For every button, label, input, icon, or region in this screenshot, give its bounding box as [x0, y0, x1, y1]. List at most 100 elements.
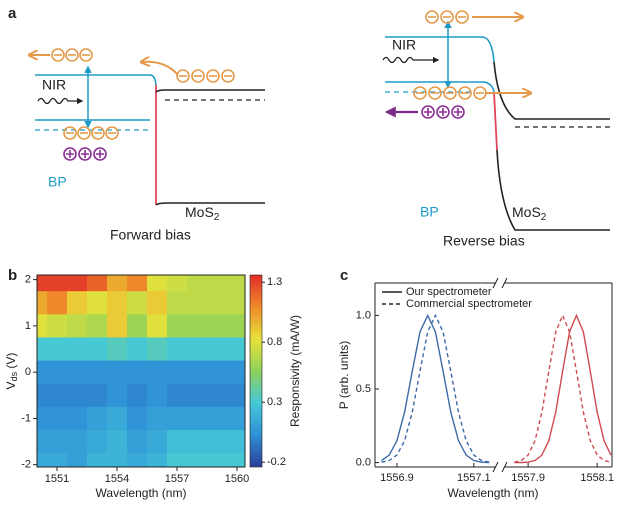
axis-break	[492, 277, 508, 289]
bp-conduction	[35, 74, 157, 86]
heat-cell	[187, 453, 208, 468]
mos2-text: MoS	[185, 204, 214, 220]
charge	[440, 10, 454, 24]
charge	[77, 126, 91, 140]
line-series	[381, 313, 490, 464]
heat-cell	[87, 291, 108, 315]
y-tick-label: 0	[25, 366, 31, 378]
mos2-conduction	[493, 61, 610, 120]
charge	[421, 105, 435, 119]
heat-cell	[37, 453, 48, 468]
heat-cell	[87, 406, 108, 431]
charge-sign	[96, 150, 104, 158]
charge-sign	[66, 150, 74, 158]
heat-cell	[47, 337, 68, 362]
heat-cell	[167, 383, 188, 408]
y-tick-label: 1	[25, 320, 31, 332]
colorbar-tick-label: 1.3	[267, 276, 282, 288]
heat-cell	[207, 337, 228, 362]
heat-cell	[47, 360, 68, 385]
y-tick-label: 2	[25, 274, 31, 286]
charge	[221, 69, 235, 83]
charge	[65, 48, 79, 62]
heat-cell	[127, 337, 148, 362]
heat-cell	[167, 406, 188, 431]
charge	[425, 10, 439, 24]
heat-cell	[167, 314, 188, 338]
heat-cell	[107, 429, 128, 454]
heat-cell	[37, 337, 48, 362]
caption: Reverse bias	[443, 233, 525, 249]
colorbar-tick-label: 0.3	[267, 396, 282, 408]
heat-cell	[147, 453, 168, 468]
x-tick-label: 1556.9	[380, 472, 414, 484]
heat-cell	[127, 406, 148, 431]
heat-cell	[107, 406, 128, 431]
heat-cell	[147, 275, 168, 292]
heat-cell	[47, 314, 68, 338]
charge	[436, 105, 450, 119]
heat-cell	[47, 275, 68, 292]
heat-cell	[147, 337, 168, 362]
heat-cell	[67, 360, 88, 385]
charge	[78, 147, 92, 161]
charge-sign	[439, 108, 447, 116]
heat-cell	[187, 429, 208, 454]
heat-cell	[87, 383, 108, 408]
heat-cell	[167, 337, 188, 362]
charge	[176, 69, 190, 83]
heat-cell	[227, 360, 246, 385]
mos2-valence	[496, 149, 610, 231]
bp-label: BP	[48, 174, 67, 190]
y-axis-label: P (arb. units)	[337, 341, 351, 409]
heat-cell	[47, 383, 68, 408]
heat-cell	[227, 291, 246, 315]
x-tick-label: 1557.1	[457, 472, 491, 484]
heat-cell	[37, 291, 48, 315]
heat-cell	[37, 406, 48, 431]
heat-cell	[207, 275, 228, 292]
x-tick-label: 1557.9	[511, 472, 545, 484]
heat-cell	[207, 360, 228, 385]
arrow	[142, 62, 179, 76]
bp-label: BP	[420, 204, 439, 220]
panel-label: a	[8, 5, 17, 22]
nir-label: NIR	[42, 77, 66, 93]
heat-cell	[47, 429, 68, 454]
heat-cell	[107, 360, 128, 385]
y-tick-label: 0.0	[356, 456, 371, 468]
mos2-text: MoS	[512, 204, 541, 220]
mos2-label: MoS2	[512, 204, 547, 223]
x-tick-label: 1554	[105, 473, 129, 485]
x-tick-label: 1558.1	[580, 472, 614, 484]
heat-cell	[227, 453, 246, 468]
junction	[493, 91, 498, 151]
heat-cell	[187, 360, 208, 385]
legend-label: Our spectrometer	[406, 286, 492, 298]
heat-cell	[37, 275, 48, 292]
heat-cell	[227, 406, 246, 431]
panel-label: b	[8, 267, 17, 284]
heat-cell	[147, 429, 168, 454]
heat-cell	[167, 453, 188, 468]
heat-cell	[127, 453, 148, 468]
heat-cell	[87, 337, 108, 362]
mos2-valence	[155, 202, 265, 206]
y-tick-label: -1	[21, 412, 31, 424]
heat-cell	[37, 383, 48, 408]
heat-cell	[167, 429, 188, 454]
heat-cell	[67, 275, 88, 292]
charge	[413, 86, 427, 100]
heat-cell	[147, 383, 168, 408]
heat-cell	[127, 291, 148, 315]
heat-cell	[207, 291, 228, 315]
heat-cell	[187, 275, 208, 292]
line-series	[381, 313, 490, 463]
heat-cell	[187, 406, 208, 431]
heat-cell	[227, 314, 246, 338]
heat-cell	[147, 360, 168, 385]
heat-cell	[187, 314, 208, 338]
legend-label: Commercial spectrometer	[406, 298, 532, 310]
heat-cell	[67, 429, 88, 454]
y-axis-label: Vds (V)	[4, 353, 19, 390]
